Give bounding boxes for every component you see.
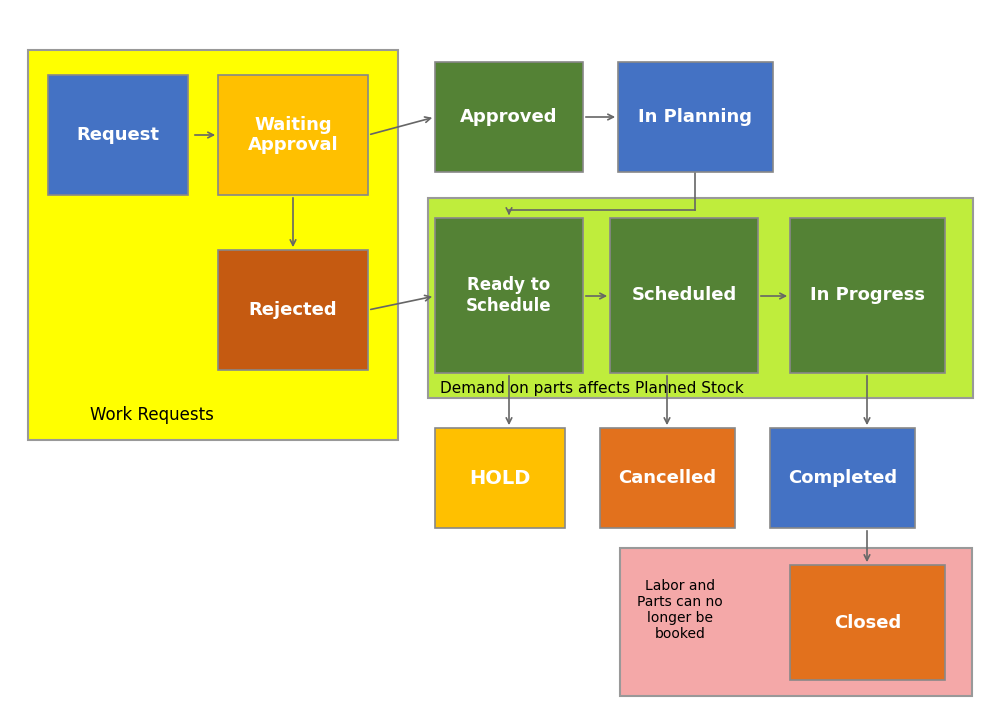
FancyBboxPatch shape — [790, 565, 945, 680]
FancyBboxPatch shape — [28, 50, 398, 440]
Text: Completed: Completed — [788, 469, 897, 487]
Text: Approved: Approved — [460, 108, 558, 126]
Text: Rejected: Rejected — [248, 301, 337, 319]
FancyBboxPatch shape — [218, 75, 368, 195]
Text: Scheduled: Scheduled — [632, 286, 737, 304]
FancyBboxPatch shape — [610, 218, 758, 373]
FancyBboxPatch shape — [435, 218, 583, 373]
FancyBboxPatch shape — [770, 428, 915, 528]
Text: Labor and
Parts can no
longer be
booked: Labor and Parts can no longer be booked — [637, 579, 723, 641]
FancyBboxPatch shape — [435, 62, 583, 172]
Text: In Planning: In Planning — [639, 108, 753, 126]
FancyBboxPatch shape — [218, 250, 368, 370]
Text: Closed: Closed — [834, 613, 901, 632]
Text: Ready to
Schedule: Ready to Schedule — [466, 276, 552, 315]
Text: In Progress: In Progress — [810, 286, 925, 304]
FancyBboxPatch shape — [618, 62, 773, 172]
FancyBboxPatch shape — [428, 198, 973, 398]
Text: Work Requests: Work Requests — [90, 406, 214, 424]
FancyBboxPatch shape — [435, 428, 565, 528]
FancyBboxPatch shape — [48, 75, 188, 195]
Text: Request: Request — [76, 126, 159, 144]
Text: Demand on parts affects Planned Stock: Demand on parts affects Planned Stock — [440, 381, 744, 396]
FancyBboxPatch shape — [600, 428, 735, 528]
FancyBboxPatch shape — [790, 218, 945, 373]
Text: HOLD: HOLD — [469, 469, 531, 488]
Text: Cancelled: Cancelled — [619, 469, 717, 487]
FancyBboxPatch shape — [620, 548, 972, 696]
Text: Waiting
Approval: Waiting Approval — [247, 116, 338, 154]
